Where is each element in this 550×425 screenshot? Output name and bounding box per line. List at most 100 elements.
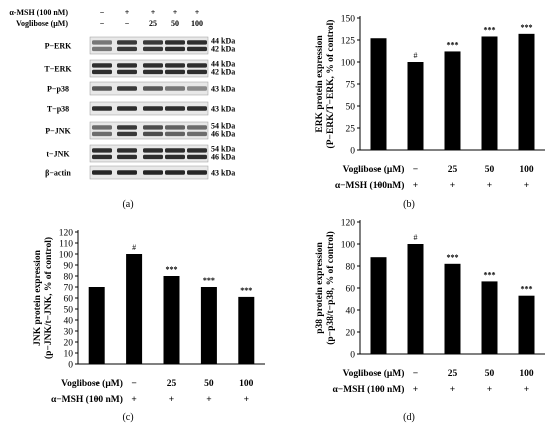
blot-band bbox=[117, 46, 137, 52]
blot-row-label: P−p38 bbox=[47, 85, 69, 94]
bar bbox=[200, 287, 217, 364]
bar bbox=[163, 276, 180, 364]
bar bbox=[407, 62, 424, 150]
treatment-value: + bbox=[487, 385, 492, 395]
blot-band bbox=[92, 86, 112, 91]
blot-band bbox=[117, 40, 137, 45]
treatment-value: − bbox=[413, 369, 418, 379]
blot-band bbox=[92, 131, 112, 137]
y-tick-label: 75 bbox=[346, 80, 356, 90]
blot-band bbox=[165, 154, 185, 160]
blot-band bbox=[117, 69, 137, 75]
blot-row-label: T−p38 bbox=[47, 105, 69, 114]
blot-band bbox=[117, 125, 137, 130]
y-tick-label: 100 bbox=[341, 240, 356, 250]
jnk-chart: JNK protein expression (p−JNK/t−JNK, % of… bbox=[33, 228, 265, 405]
blot-strip bbox=[89, 59, 209, 78]
significance-marker: *** bbox=[484, 25, 496, 34]
y-tick-label: 0 bbox=[68, 360, 73, 370]
kda-label: 44 kDa bbox=[211, 59, 235, 68]
blot-band bbox=[187, 46, 207, 52]
y-axis-label: ERK protein expression bbox=[315, 35, 325, 133]
significance-marker: *** bbox=[447, 253, 459, 262]
blot-band bbox=[165, 170, 185, 175]
kda-label: 42 kDa bbox=[211, 67, 235, 76]
significance-marker: # bbox=[132, 243, 136, 252]
treatment-value: 25 bbox=[167, 379, 177, 389]
kda-label: 43 kDa bbox=[211, 85, 235, 94]
treatment-value: − bbox=[376, 369, 381, 379]
y-tick-label: 120 bbox=[341, 218, 356, 228]
y-axis-label: (P−ERK/T−ERK, % of control) bbox=[325, 20, 336, 149]
blot-band bbox=[187, 154, 207, 160]
blot-band bbox=[143, 63, 163, 68]
y-tick-label: 10 bbox=[64, 349, 74, 359]
kda-label: 43 kDa bbox=[211, 105, 235, 114]
blot-band bbox=[143, 86, 163, 91]
treatment-value: 50 bbox=[485, 165, 495, 175]
treatment-value: + bbox=[169, 395, 174, 405]
treatment-value: − bbox=[376, 181, 381, 191]
y-tick-label: 0 bbox=[350, 350, 355, 360]
treatment-value: 100 bbox=[519, 165, 534, 175]
bar bbox=[444, 51, 461, 150]
kda-label: 46 kDa bbox=[211, 129, 235, 138]
blot-band bbox=[165, 106, 185, 111]
blot-band bbox=[92, 125, 112, 130]
blot-band bbox=[92, 170, 112, 175]
blot-header-value: − bbox=[125, 19, 130, 28]
treatment-label: Voglibose (μM) bbox=[343, 368, 405, 379]
treatment-value: + bbox=[524, 385, 529, 395]
blot-header-value: + bbox=[173, 8, 178, 17]
blot-band bbox=[187, 63, 207, 68]
bar bbox=[481, 281, 498, 354]
blot-header-label: α-MSH (100 nM) bbox=[9, 8, 68, 17]
treatment-value: − bbox=[94, 379, 99, 389]
blot-band bbox=[92, 63, 112, 68]
treatment-value: 100 bbox=[519, 369, 534, 379]
blot-header-value: + bbox=[195, 8, 200, 17]
blot-band bbox=[187, 125, 207, 130]
blot-band bbox=[117, 131, 137, 137]
blot-row-label: P−JNK bbox=[45, 127, 71, 136]
significance-marker: *** bbox=[484, 270, 496, 279]
bar bbox=[370, 38, 387, 150]
y-tick-label: 110 bbox=[59, 239, 73, 249]
treatment-value: − bbox=[131, 379, 136, 389]
treatment-value: 25 bbox=[448, 165, 458, 175]
kda-label: 54 kDa bbox=[211, 144, 235, 153]
blot-strip bbox=[89, 121, 209, 140]
blot-band bbox=[165, 131, 185, 137]
y-tick-label: 40 bbox=[64, 316, 74, 326]
blot-band bbox=[165, 148, 185, 153]
y-tick-label: 0 bbox=[350, 146, 355, 156]
treatment-value: + bbox=[413, 181, 418, 191]
significance-marker: # bbox=[414, 51, 418, 60]
y-tick-label: 40 bbox=[346, 306, 356, 316]
y-axis-label: (p−JNK/t−JNK, % of control) bbox=[43, 237, 54, 359]
kda-label: 42 kDa bbox=[211, 44, 235, 53]
treatment-value: + bbox=[244, 395, 249, 405]
panel-label-a: (a) bbox=[122, 199, 133, 210]
blot-strip bbox=[89, 36, 209, 55]
blot-band bbox=[165, 63, 185, 68]
y-tick-label: 120 bbox=[59, 228, 74, 238]
p38-chart: p38 protein expression (p−p38/t−p38, % of… bbox=[315, 218, 545, 395]
bar bbox=[481, 36, 498, 151]
blot-header-label: Voglibose (μM) bbox=[16, 19, 68, 28]
treatment-value: − bbox=[413, 165, 418, 175]
erk-chart: ERK protein expression (P−ERK/T−ERK, % of… bbox=[315, 14, 545, 191]
treatment-label: α−MSH (100 nM) bbox=[332, 384, 404, 395]
blot-header-value: − bbox=[100, 8, 105, 17]
y-tick-label: 30 bbox=[64, 327, 74, 337]
blot-row-label: β−actin bbox=[45, 169, 71, 178]
treatment-value: − bbox=[94, 395, 99, 405]
blot-band bbox=[143, 40, 163, 45]
y-axis-label: (p−p38/t−p38, % of control) bbox=[325, 231, 336, 345]
blot-band bbox=[187, 40, 207, 45]
blot-band bbox=[165, 46, 185, 52]
blot-band bbox=[165, 69, 185, 75]
blot-band bbox=[117, 154, 137, 160]
blot-band bbox=[187, 170, 207, 175]
